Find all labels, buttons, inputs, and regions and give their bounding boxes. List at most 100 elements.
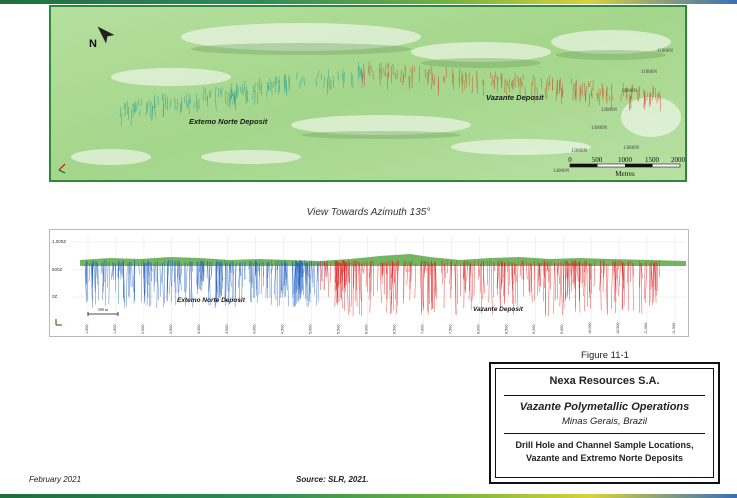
terrain-ridges	[71, 23, 681, 165]
drill-hole-trace	[177, 261, 180, 280]
drill-hole-trace	[148, 262, 151, 307]
drill-hole-trace	[254, 90, 256, 105]
drill-hole-trace	[283, 73, 285, 81]
section-scale-bar: 500 m	[87, 307, 119, 316]
drill-hole-trace	[175, 260, 177, 294]
drill-hole-trace	[120, 262, 122, 275]
drill-hole-trace	[627, 262, 630, 312]
drill-hole-trace	[286, 263, 288, 291]
drill-hole-trace	[389, 263, 391, 315]
drill-hole-trace	[632, 262, 634, 311]
drill-hole-trace	[368, 263, 371, 300]
drill-hole-trace	[102, 262, 104, 300]
drill-hole-trace	[504, 78, 506, 93]
drill-hole-trace	[361, 262, 364, 273]
drill-hole-trace	[284, 74, 286, 86]
drill-hole-trace	[131, 262, 133, 287]
drill-hole-trace	[126, 263, 128, 307]
drill-hole-trace	[228, 263, 230, 298]
drill-hole-trace	[631, 84, 633, 100]
plan-map-canvas: N 11000N 11800N 12000N 12800N 13000N 158…	[51, 7, 685, 180]
drill-hole-trace	[241, 262, 243, 303]
axis-triad-icon	[58, 163, 66, 174]
drill-hole-trace	[102, 260, 105, 293]
drill-hole-trace	[409, 262, 411, 290]
drill-hole-trace	[548, 82, 550, 91]
grid-label: 13000N	[591, 126, 608, 131]
section-tick-label: 6,000	[365, 324, 369, 334]
project-name: Vazante Polymetallic Operations	[519, 401, 690, 413]
drill-hole-trace	[343, 261, 345, 273]
drill-hole-trace	[310, 261, 312, 295]
drill-hole-trace	[95, 261, 97, 279]
section-bottom-ticks: 1,000 1,500 2,000 2,500 3,000 3,500 4,000 4,500…	[85, 322, 676, 334]
drill-hole-trace	[303, 260, 305, 273]
drill-hole-trace	[463, 79, 465, 90]
drill-hole-trace	[285, 261, 287, 281]
drill-hole-trace	[587, 81, 590, 88]
drill-hole-trace	[118, 261, 120, 271]
drill-hole-trace	[406, 261, 409, 285]
drill-hole-trace	[495, 71, 497, 80]
drill-hole-trace	[606, 263, 609, 315]
drill-hole-trace	[466, 261, 468, 282]
drill-hole-trace	[154, 94, 156, 109]
drill-hole-trace	[359, 263, 362, 302]
drill-hole-trace	[176, 98, 178, 111]
drill-hole-trace	[256, 92, 259, 105]
drill-hole-trace	[234, 263, 236, 308]
drill-hole-trace	[215, 86, 217, 98]
drill-hole-trace	[379, 70, 381, 86]
drill-hole-trace	[651, 85, 654, 101]
map-scale-bar: 0 500 1000 1500 2000 Metres	[568, 156, 685, 178]
drill-hole-trace	[200, 261, 202, 282]
drill-hole-trace	[572, 261, 575, 283]
section-tick-label: 10,000	[588, 322, 592, 334]
drill-hole-trace	[199, 260, 201, 289]
drill-hole-trace	[625, 88, 627, 95]
drill-hole-trace	[410, 260, 413, 282]
drill-hole-trace	[93, 261, 96, 293]
view-caption: View Towards Azimuth 135°	[306, 207, 431, 218]
drill-hole-trace	[574, 81, 577, 88]
drill-hole-trace	[245, 89, 247, 104]
map-extemo-norte-label: Extemo Norte Deposit	[189, 117, 268, 126]
drill-hole-trace	[130, 109, 133, 126]
drill-hole-trace	[386, 260, 389, 313]
drill-hole-trace	[337, 262, 340, 286]
drill-hole-trace	[410, 68, 412, 74]
drill-hole-trace	[640, 263, 643, 279]
drill-hole-trace	[402, 72, 404, 86]
drill-hole-trace	[274, 260, 276, 295]
drill-hole-trace	[444, 263, 446, 279]
grid-label: 15800N	[571, 149, 588, 154]
drill-hole-trace	[380, 263, 382, 304]
drill-hole-trace	[97, 262, 99, 301]
drill-hole-trace	[258, 263, 260, 296]
drill-hole-trace	[575, 79, 577, 95]
drill-hole-trace	[279, 261, 282, 298]
drill-hole-trace	[100, 262, 102, 274]
drill-hole-trace	[268, 82, 270, 92]
top-accent-bar	[0, 0, 737, 4]
drill-hole-trace	[252, 84, 255, 93]
drill-hole-trace	[546, 78, 549, 87]
drill-hole-trace	[159, 263, 161, 297]
drill-hole-trace	[507, 263, 509, 272]
drill-hole-trace	[382, 262, 384, 276]
vazante-section-holes	[319, 260, 660, 317]
drill-hole-trace	[603, 261, 605, 277]
scale-tick: 500	[592, 156, 603, 164]
drill-hole-trace	[239, 262, 242, 277]
drill-hole-trace	[530, 263, 533, 303]
drill-hole-trace	[570, 260, 572, 286]
drill-hole-trace	[394, 72, 397, 80]
drill-hole-trace	[215, 261, 218, 307]
drill-hole-trace	[493, 79, 495, 87]
drill-hole-trace	[139, 109, 141, 117]
drill-hole-trace	[600, 260, 603, 274]
drill-hole-trace	[161, 262, 164, 307]
drill-hole-trace	[377, 263, 379, 292]
drill-hole-trace	[237, 87, 239, 98]
drill-hole-trace	[361, 68, 363, 83]
